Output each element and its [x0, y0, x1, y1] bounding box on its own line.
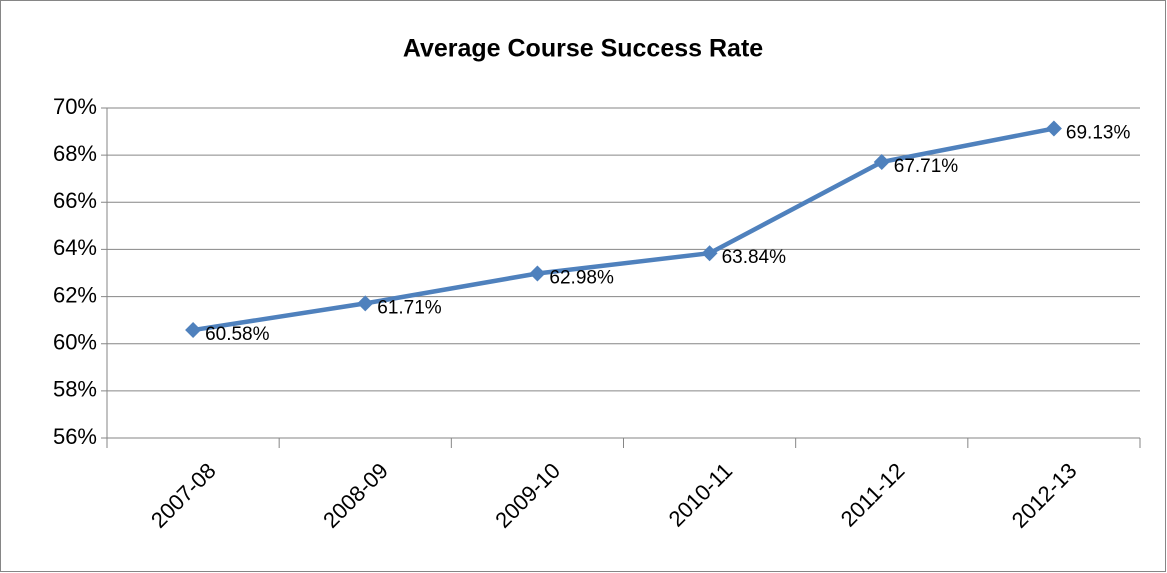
data-label: 61.71% — [377, 297, 442, 318]
y-tick-label: 64% — [53, 235, 97, 260]
y-tick-label: 66% — [53, 188, 97, 213]
y-tick-label: 70% — [53, 94, 97, 119]
marker — [701, 245, 718, 262]
data-label: 63.84% — [722, 247, 787, 268]
marker — [1045, 120, 1062, 137]
y-tick-label: 68% — [53, 141, 97, 166]
y-tick-label: 56% — [53, 424, 97, 449]
data-label: 62.98% — [549, 267, 614, 288]
marker — [529, 265, 546, 282]
data-label: 60.58% — [205, 324, 270, 345]
y-tick-label: 58% — [53, 377, 97, 402]
marker — [873, 153, 890, 170]
marker — [185, 322, 202, 339]
y-tick-label: 60% — [53, 330, 97, 355]
chart-title: Average Course Success Rate — [403, 35, 763, 63]
line — [192, 126, 1055, 333]
data-label: 67.71% — [894, 156, 959, 177]
y-tick-label: 62% — [53, 282, 97, 307]
data-label: 69.13% — [1066, 123, 1131, 144]
marker — [357, 295, 374, 312]
